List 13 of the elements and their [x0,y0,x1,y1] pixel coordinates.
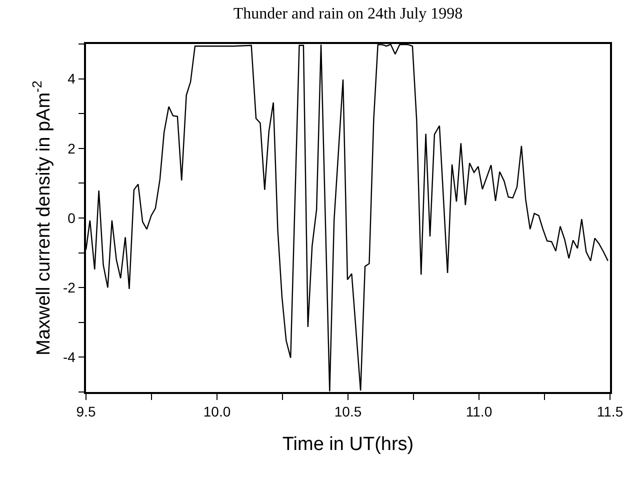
x-tick-label: 11.0 [466,404,492,420]
x-tick-label: 10.5 [334,404,362,420]
y-tick-label: -2 [62,280,76,296]
y-tick-label: 2 [68,140,76,156]
x-tick-label: 9.5 [76,404,96,420]
y-tick-label: 0 [68,210,76,226]
x-tick-label: 11.5 [596,404,624,420]
x-axis-title: Time in UT(hrs) [282,434,414,455]
y-tick-label: 4 [68,70,76,87]
chart-title: Thunder and rain on 24th July 1998 [233,5,463,22]
x-tick-label: 10.0 [203,404,231,420]
line-series [86,44,608,392]
y-tick-label: -4 [62,349,76,366]
